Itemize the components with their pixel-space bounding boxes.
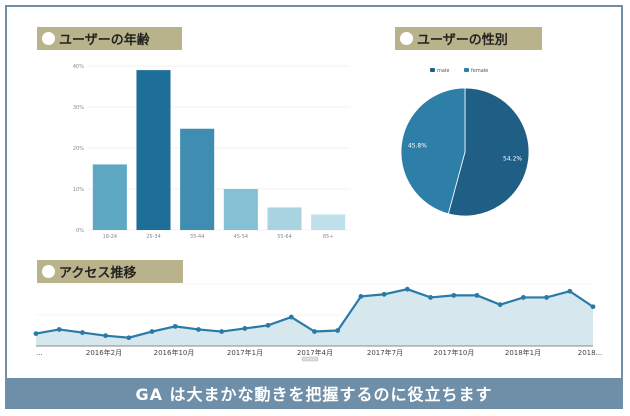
data-point [312,329,317,334]
pie-slice [447,87,530,217]
data-point [520,295,526,300]
x-tick-label: 55-64 [277,234,292,240]
data-point [567,288,573,294]
data-point [149,329,155,334]
x-tick-label: 65+ [323,234,334,240]
x-tick-label: 2017年1月 [227,348,263,357]
x-tick-label: 2016年2月 [86,348,122,357]
x-tick-label: 2017年10月 [434,348,475,357]
x-tick-label: 18-24 [103,234,118,240]
x-tick-label: 2018年1月 [505,348,541,357]
y-tick-label: 40% [73,64,84,70]
gender-section-title: ユーザーの性別 [417,33,508,48]
traffic-area [36,289,593,346]
legend-label: male [437,68,449,74]
bar [180,128,215,230]
data-point [544,295,549,300]
data-point [451,292,457,298]
data-point [33,331,39,336]
pie-slice [400,87,466,215]
traffic-area-chart: ... 2016年2月 2016年10月 2017年1月 2017年4月 2017年7月 2… [33,283,602,362]
data-point [358,294,364,299]
bar [267,207,302,230]
data-point [497,302,503,308]
traffic-section-header: アクセス推移 [37,260,183,283]
y-tick-label: 0% [76,228,84,234]
legend-label: female [471,68,488,74]
data-point [56,327,62,332]
bar [223,189,258,230]
data-point [172,323,178,329]
legend-swatch [430,68,435,72]
bullet-icon [42,265,55,278]
traffic-section-title: アクセス推移 [59,266,137,281]
gender-pie-chart: male female 54.2% 45.8% [400,68,530,217]
age-section-title: ユーザーの年齢 [59,33,150,48]
data-point [196,327,201,332]
age-bar-chart: 0% 10% 20% 30% 40% 18-24 25-34 35-44 45-54 55-64 6… [73,64,350,240]
x-tick-label: 2017年7月 [367,348,403,357]
pie-data-label: 54.2% [503,155,522,162]
x-tick-label: 2017年4月 [297,348,333,357]
data-point [404,286,410,292]
x-tick-label: 45-54 [234,234,249,240]
data-point [265,322,271,328]
x-tick-label: 2018... [578,349,602,357]
x-tick-label: 2016年10月 [154,348,195,357]
bar [92,164,127,230]
scroll-handle [301,356,319,362]
gender-section-header: ユーザーの性別 [395,27,542,50]
bar [136,70,171,230]
data-point [126,335,132,341]
data-point [335,328,341,333]
bar [311,214,346,230]
data-point [381,291,387,297]
data-point [242,326,248,331]
x-tick-label: ... [36,349,43,357]
data-point [219,329,225,334]
age-section-header: ユーザーの年齢 [37,27,182,50]
data-point [474,292,480,298]
y-tick-label: 30% [73,105,84,111]
data-point [428,295,433,300]
y-tick-label: 20% [73,146,84,152]
data-point [288,314,294,320]
x-tick-label: 25-34 [146,234,161,240]
data-point [103,333,109,339]
bullet-icon [400,32,413,45]
y-tick-label: 10% [73,187,84,193]
data-point [590,304,596,310]
legend-swatch [464,68,469,72]
data-point [80,330,85,335]
x-tick-label: 35-44 [190,234,205,240]
bullet-icon [42,32,55,45]
footer-caption: GA は大まかな動きを把握するのに役立ちます [7,378,621,407]
pie-data-label: 45.8% [408,143,427,150]
